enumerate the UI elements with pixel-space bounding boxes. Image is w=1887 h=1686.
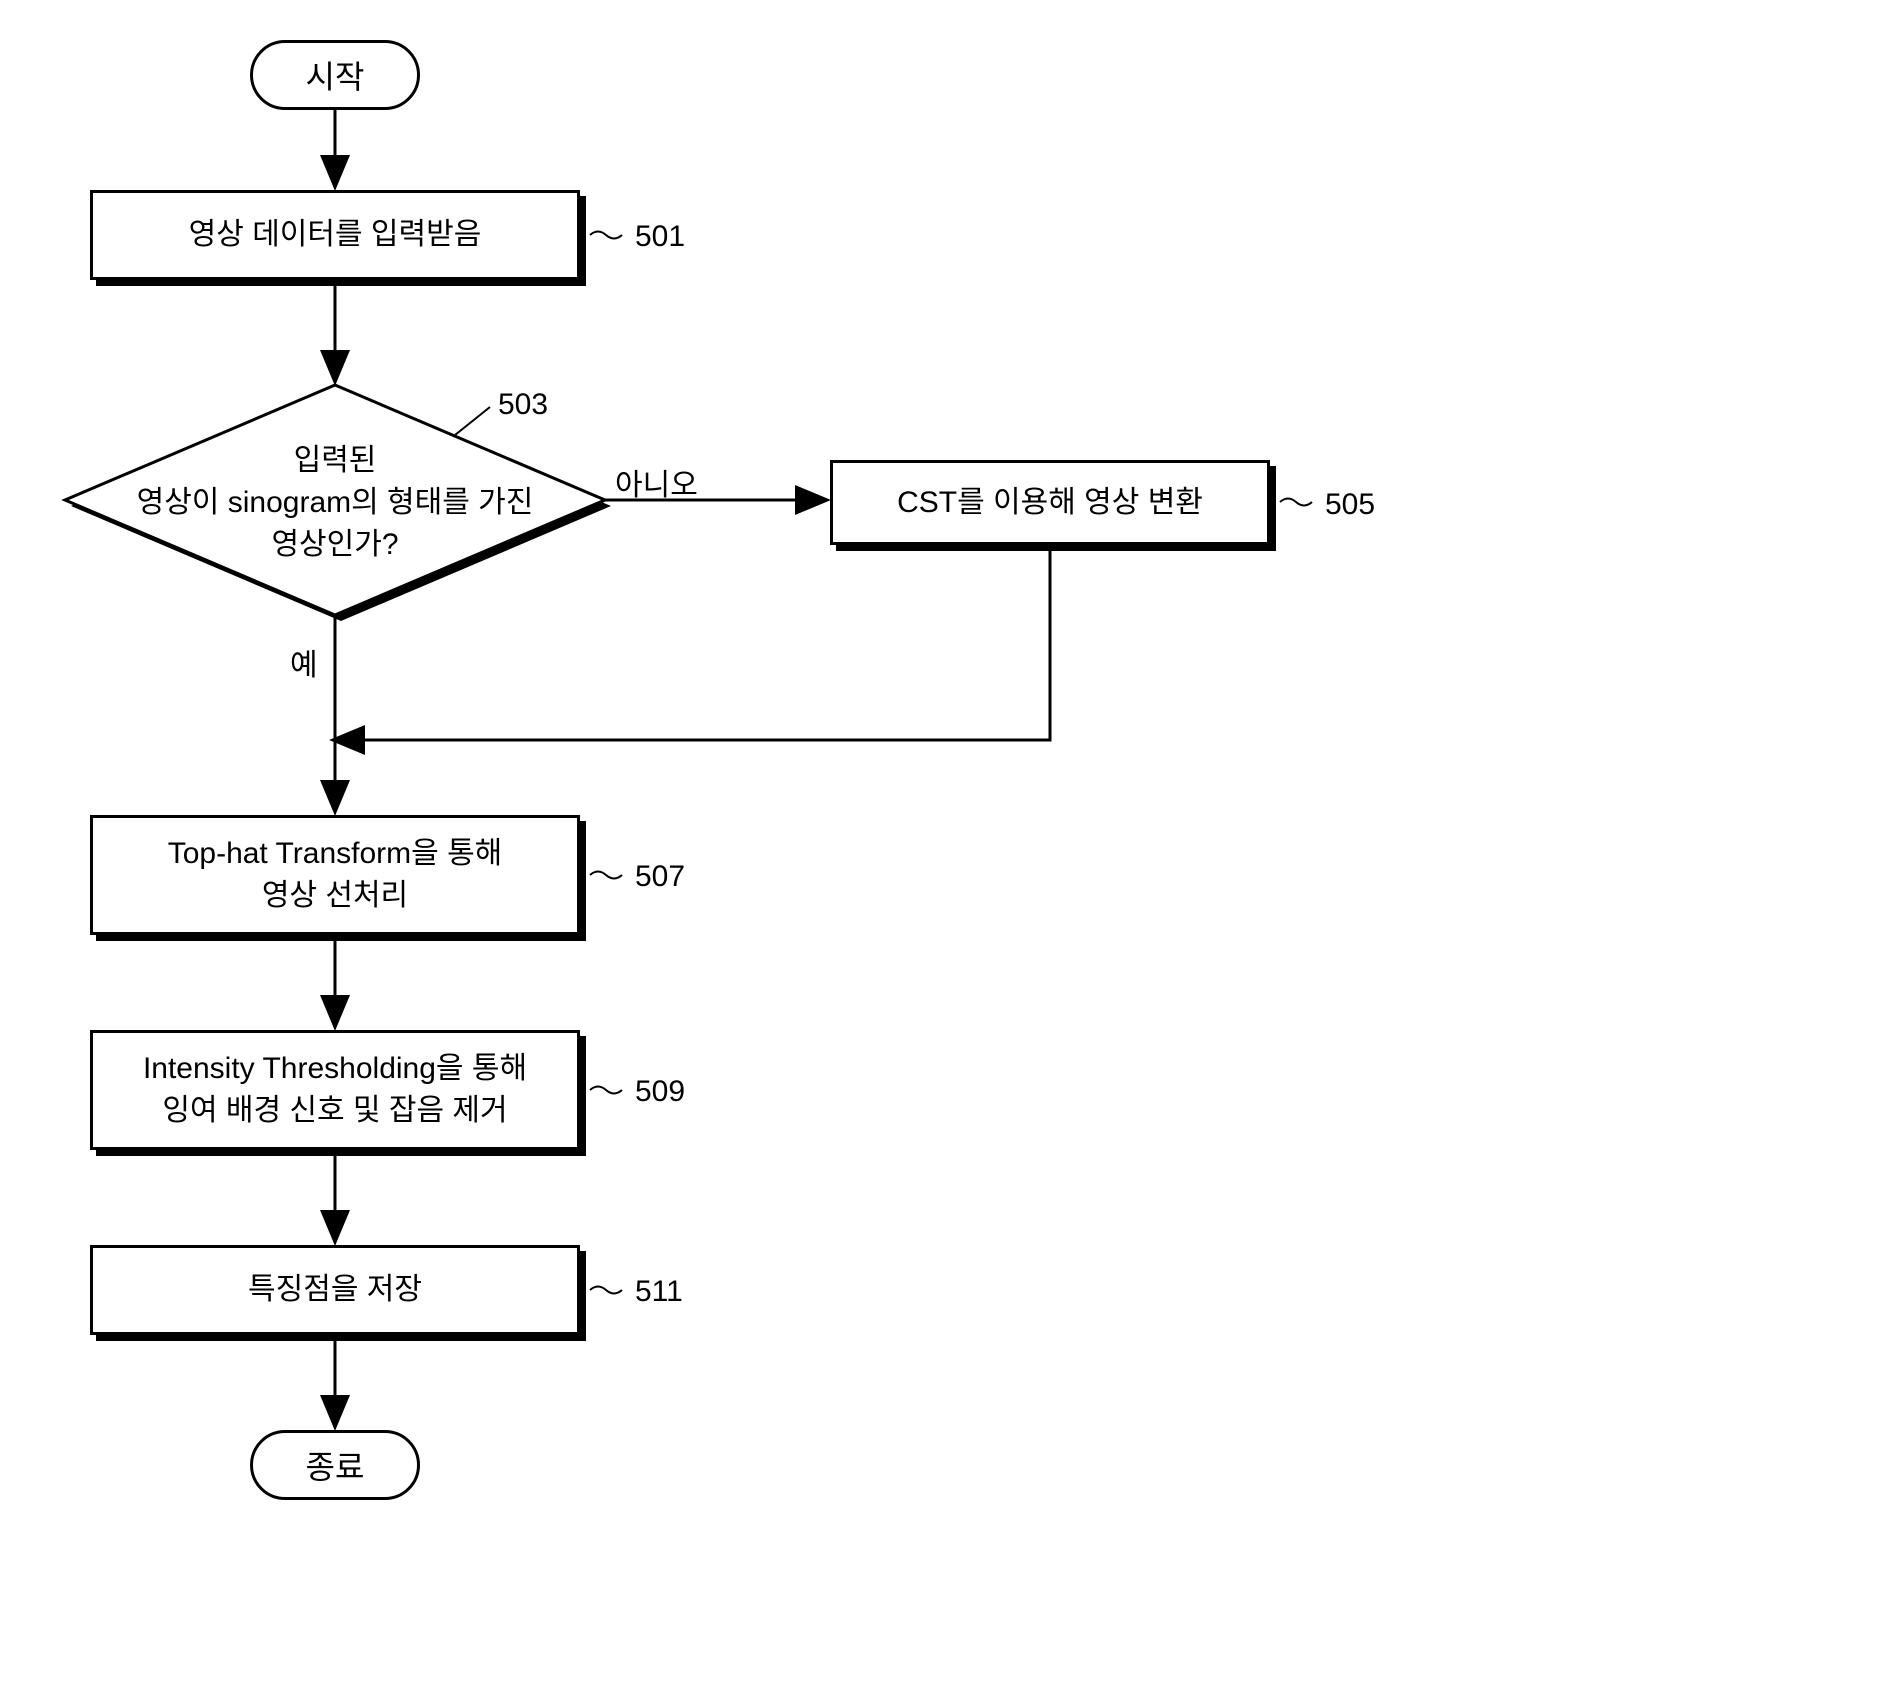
end-node: 종료 xyxy=(250,1430,420,1500)
label-503: 503 xyxy=(498,388,548,422)
label-505: 505 xyxy=(1325,488,1375,522)
process-505: CST를 이용해 영상 변환 xyxy=(830,460,1270,545)
process-511-text: 특징점을 저장 xyxy=(248,1269,422,1311)
process-501: 영상 데이터를 입력받음 xyxy=(90,190,580,280)
process-501-text: 영상 데이터를 입력받음 xyxy=(189,214,482,256)
start-text: 시작 xyxy=(306,52,365,98)
label-501: 501 xyxy=(635,220,685,254)
process-507-line2: 영상 선처리 xyxy=(168,875,503,917)
decision-503-line2: 영상이 sinogram의 형태를 가진 xyxy=(130,482,540,524)
label-leader-507 xyxy=(590,872,622,879)
process-509-line1: Intensity Thresholding을 통해 xyxy=(143,1048,527,1090)
start-node: 시작 xyxy=(250,40,420,110)
label-leader-509 xyxy=(590,1087,622,1094)
label-leader-501 xyxy=(590,232,622,239)
label-leader-511 xyxy=(590,1287,622,1294)
edge-label-no: 아니오 xyxy=(615,460,698,504)
decision-503-text: 입력된 영상이 sinogram의 형태를 가진 영상인가? xyxy=(130,440,540,566)
process-507: Top-hat Transform을 통해 영상 선처리 xyxy=(90,815,580,935)
label-509: 509 xyxy=(635,1075,685,1109)
edge-label-yes: 예 xyxy=(290,640,318,684)
process-509-line2: 잉여 배경 신호 및 잡음 제거 xyxy=(143,1090,527,1132)
label-leader-505 xyxy=(1280,499,1312,506)
process-507-line1: Top-hat Transform을 통해 xyxy=(168,833,503,875)
label-507: 507 xyxy=(635,860,685,894)
flowchart-container: 시작 영상 데이터를 입력받음 501 입력된 영상이 sinogram의 형태… xyxy=(0,0,1887,1686)
edge-505-merge xyxy=(335,551,1050,740)
label-511: 511 xyxy=(635,1275,683,1309)
process-505-text: CST를 이용해 영상 변환 xyxy=(897,482,1203,524)
decision-503-line1: 입력된 xyxy=(130,440,540,482)
process-509: Intensity Thresholding을 통해 잉여 배경 신호 및 잡음… xyxy=(90,1030,580,1150)
end-text: 종료 xyxy=(306,1442,365,1488)
decision-503-line3: 영상인가? xyxy=(130,524,540,566)
process-511: 특징점을 저장 xyxy=(90,1245,580,1335)
label-leader-503 xyxy=(455,407,490,435)
